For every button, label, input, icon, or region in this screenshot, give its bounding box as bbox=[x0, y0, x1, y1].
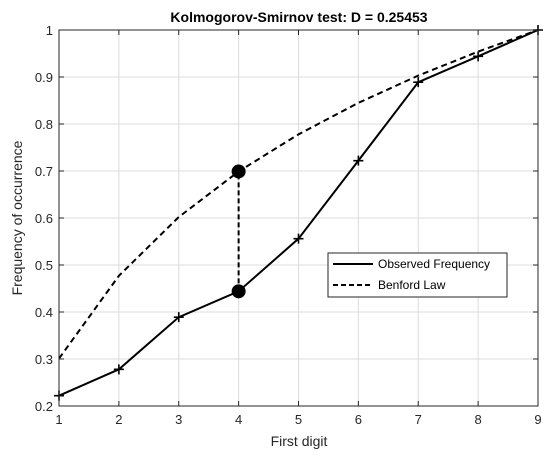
observed-point-marker bbox=[293, 233, 304, 244]
x-axis-label: First digit bbox=[271, 433, 328, 449]
legend-box bbox=[327, 252, 508, 298]
x-tick-label: 8 bbox=[475, 412, 482, 427]
y-axis-label: Frequency of occurrence bbox=[9, 140, 25, 295]
ks-distance-point-observed bbox=[231, 284, 246, 299]
observed-point-marker bbox=[353, 155, 364, 166]
series-layer bbox=[54, 25, 543, 401]
x-tick-label: 5 bbox=[295, 412, 302, 427]
y-tick-label: 0.2 bbox=[35, 399, 53, 414]
y-tick-label: 1 bbox=[46, 23, 53, 38]
plot-area bbox=[54, 25, 543, 407]
grid-lines bbox=[58, 29, 539, 407]
y-tick-label: 0.9 bbox=[35, 70, 53, 85]
legend-observed-label: Observed Frequency bbox=[378, 257, 490, 271]
observed-point-marker bbox=[113, 364, 124, 375]
x-tick-label: 4 bbox=[235, 412, 242, 427]
observed-point-marker bbox=[473, 51, 484, 62]
y-tick-label: 0.4 bbox=[35, 305, 53, 320]
legend-benford-label: Benford Law bbox=[378, 278, 446, 292]
x-tick-label: 6 bbox=[355, 412, 362, 427]
benford-law-line bbox=[58, 29, 539, 360]
x-tick-label: 7 bbox=[415, 412, 422, 427]
x-tick-label: 1 bbox=[55, 412, 62, 427]
x-tick-label: 2 bbox=[115, 412, 122, 427]
x-tick-label: 9 bbox=[534, 412, 541, 427]
tick-marks bbox=[58, 29, 539, 407]
y-tick-label: 0.5 bbox=[35, 258, 53, 273]
observed-point-marker bbox=[173, 312, 184, 323]
y-tick-label: 0.8 bbox=[35, 117, 53, 132]
y-tick-label: 0.3 bbox=[35, 352, 53, 367]
observed-point-marker bbox=[413, 77, 424, 88]
legend: Observed Frequency Benford Law bbox=[327, 252, 508, 298]
y-tick-label: 0.6 bbox=[35, 211, 53, 226]
chart-title: Kolmogorov-Smirnov test: D = 0.25453 bbox=[170, 9, 427, 25]
tick-labels: 1 2 3 4 5 6 7 8 9 0.2 0.3 0.4 0.5 0.6 0.7 0.8 0.9 1 bbox=[35, 23, 542, 427]
ks-distance-point-benford bbox=[231, 164, 246, 179]
x-tick-label: 3 bbox=[175, 412, 182, 427]
y-tick-label: 0.7 bbox=[35, 164, 53, 179]
